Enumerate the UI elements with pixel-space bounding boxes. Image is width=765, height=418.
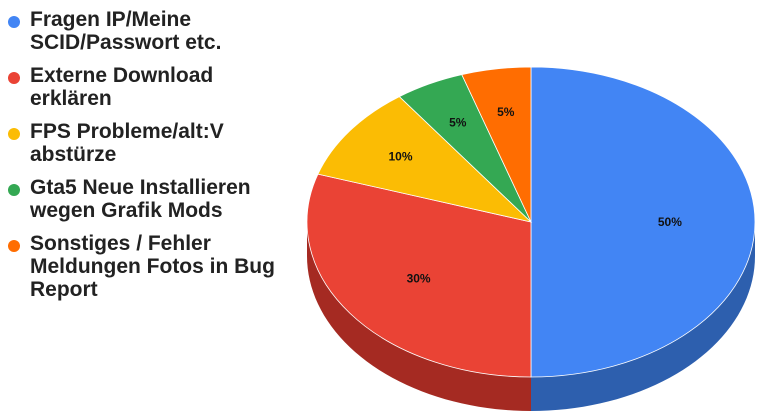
legend-swatch [8,240,20,252]
legend-label: Fragen IP/Meine SCID/Passwort etc. [30,8,222,54]
legend-label: Externe Download erklären [30,64,214,110]
legend-swatch [8,128,20,140]
pie-data-labels: 50% 30% 10% 5% 5% [388,105,682,286]
pie-data-label: 5% [497,105,515,119]
pie-data-label: 50% [658,215,682,229]
legend-swatch [8,72,20,84]
legend-item: Sonstiges / Fehler Meldungen Fotos in Bu… [8,232,278,301]
legend-item: Fragen IP/Meine SCID/Passwort etc. [8,8,278,54]
pie-data-label: 10% [388,149,412,163]
pie-data-label: 30% [407,272,431,286]
legend-swatch [8,16,20,28]
pie-sides [307,222,755,411]
legend-item: Gta5 Neue Installieren wegen Grafik Mods [8,176,278,222]
pie-slice [306,173,532,378]
legend-label: Gta5 Neue Installieren wegen Grafik Mods [30,176,251,222]
chart-legend: Fragen IP/Meine SCID/Passwort etc. Extern… [8,8,278,311]
legend-label: Sonstiges / Fehler Meldungen Fotos in Bu… [30,232,275,301]
legend-swatch [8,184,20,196]
legend-item: FPS Probleme/alt:V abstürze [8,120,278,166]
pie-slice-side [531,222,755,411]
pie-tops [306,66,756,378]
pie-slice [530,66,756,378]
legend-label: FPS Probleme/alt:V abstürze [30,120,224,166]
pie-data-label: 5% [449,116,467,130]
pie-slice-side [307,222,531,411]
legend-item: Externe Download erklären [8,64,278,110]
pie-slice [317,96,533,223]
pie-slice [461,66,532,223]
